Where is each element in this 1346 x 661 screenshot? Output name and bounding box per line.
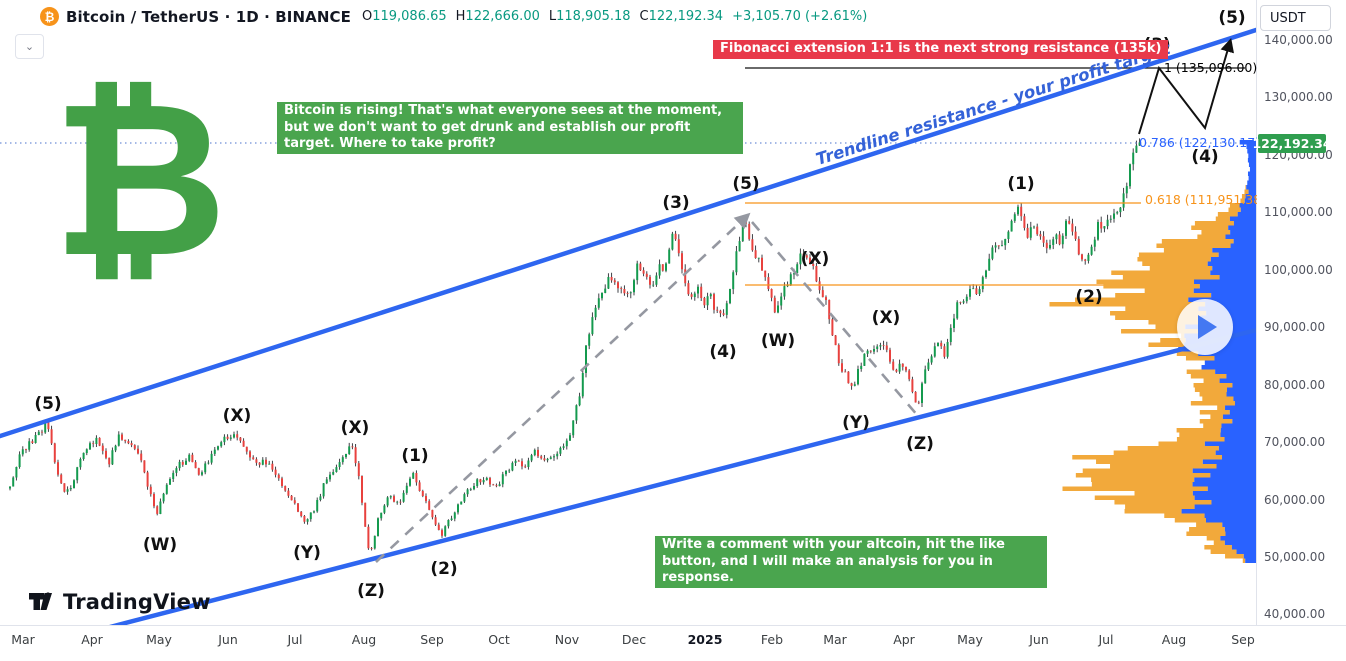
wave-label: (1) (401, 446, 429, 466)
volume-profile (1049, 140, 1256, 563)
wave-label: (W) (760, 331, 796, 351)
month-label: Apr (893, 632, 915, 647)
month-label: May (957, 632, 983, 647)
month-label: Sep (1231, 632, 1255, 647)
collapse-chart-button[interactable]: ⌄ (15, 34, 44, 59)
fib-level-label: 0.786 (122,130.17) (1139, 135, 1261, 150)
price-tick-label: 140,000.00 (1264, 33, 1333, 47)
month-label: Jun (218, 632, 238, 647)
symbol-title[interactable]: Bitcoin / TetherUS · 1D · BINANCE (66, 7, 351, 26)
wave-label: (Z) (357, 581, 385, 601)
price-tick-label: 90,000.00 (1264, 320, 1326, 334)
month-label: Sep (420, 632, 444, 647)
wave-label: (Y) (842, 413, 870, 433)
chart-area[interactable]: 0.38 ₿ Fibonacci extension 1:1 is the ne… (0, 0, 1266, 625)
wave-label: (X) (222, 406, 252, 426)
price-tick-label: 50,000.00 (1264, 550, 1326, 564)
time-axis[interactable]: Mar Apr May Jun Jul Aug Sep Oct Nov Dec 2025 Feb Mar… (0, 625, 1346, 661)
wave-label: (Z) (906, 434, 934, 454)
price-tick-label: 110,000.00 (1264, 205, 1333, 219)
ohlc-item: L118,905.18 (548, 9, 631, 24)
fibonacci-resistance-banner: Fibonacci extension 1:1 is the next stro… (713, 40, 1169, 59)
play-icon (1198, 315, 1217, 339)
comment-cta-banner: Write a comment with your altcoin, hit t… (655, 536, 1047, 588)
candlestick-chart-canvas: 0.38 (0, 27, 1256, 625)
ohlc-values: O119,086.65 H122,666.00 L118,905.18 C122,19… (362, 9, 867, 24)
month-label: Aug (1161, 632, 1187, 647)
month-label: Jul (1098, 632, 1114, 647)
play-button[interactable] (1177, 299, 1233, 355)
month-label: Nov (554, 632, 580, 647)
month-label: Mar (823, 632, 847, 647)
fib-level-label: 1 (135,096.00) - (1164, 60, 1266, 75)
wave-label: (5) (732, 174, 760, 194)
change-value: +3,105.70 (+2.61%) (732, 9, 868, 24)
candles (9, 138, 1141, 551)
last-price-badge: 122,192.34 (1252, 134, 1332, 153)
bitcoin-watermark-icon: ₿ (52, 54, 228, 305)
price-tick-label: 80,000.00 (1264, 378, 1326, 392)
price-tick-label: 60,000.00 (1264, 493, 1326, 507)
ohlc-item: O119,086.65 (361, 9, 447, 24)
symbol-header: ₿ Bitcoin / TetherUS · 1D · BINANCE O119… (40, 7, 867, 26)
price-tick-label: 40,000.00 (1264, 607, 1326, 621)
tradingview-brand-text: TradingView (63, 589, 211, 614)
bitcoin-logo-icon: ₿ (40, 7, 59, 26)
price-scale[interactable]: USDT 140,000.00 130,000.00 120,000.00 110,0… (1252, 0, 1346, 625)
wave-label: (1) (1007, 174, 1035, 194)
wave-label: (3) (662, 193, 690, 213)
month-label: Aug (351, 632, 377, 647)
wave-label: (4) (709, 342, 737, 362)
month-label: 2025 (687, 632, 723, 647)
price-tick-label: 70,000.00 (1264, 435, 1326, 449)
wave-label: (Y) (293, 543, 321, 563)
wave-label: (4) (1191, 147, 1219, 167)
wave-label: (X) (871, 308, 901, 328)
thesis-banner: Bitcoin is rising! That's what everyone … (277, 102, 743, 154)
wave-label: (X) (800, 249, 830, 269)
ohlc-item: C122,192.34 (639, 9, 724, 24)
month-label: Feb (760, 632, 784, 647)
ohlc-item: H122,666.00 (455, 9, 540, 24)
month-label: Jul (287, 632, 303, 647)
wave-label: (W) (142, 535, 178, 555)
month-label: Dec (621, 632, 647, 647)
chevron-down-icon: ⌄ (24, 40, 35, 53)
month-label: Oct (488, 632, 510, 647)
trendlines-and-paths (0, 27, 1256, 625)
tradingview-icon (29, 592, 52, 610)
wave-label: (5) (34, 394, 62, 414)
price-tick-label: 100,000.00 (1264, 263, 1333, 277)
month-label: May (146, 632, 172, 647)
price-tick-label: 130,000.00 (1264, 90, 1333, 104)
wave-label: (X) (340, 418, 370, 438)
tradingview-watermark[interactable]: TradingView (28, 588, 211, 615)
month-label: Apr (81, 632, 103, 647)
wave-label: (2) (1075, 287, 1103, 307)
month-label: Mar (11, 632, 35, 647)
wave-label: (2) (430, 559, 458, 579)
currency-toggle-button[interactable]: USDT (1260, 5, 1331, 31)
wave-label: (5) (1218, 8, 1246, 28)
fib-level-label: 0.618 (111,951.38) (1145, 192, 1267, 207)
month-label: Jun (1029, 632, 1049, 647)
